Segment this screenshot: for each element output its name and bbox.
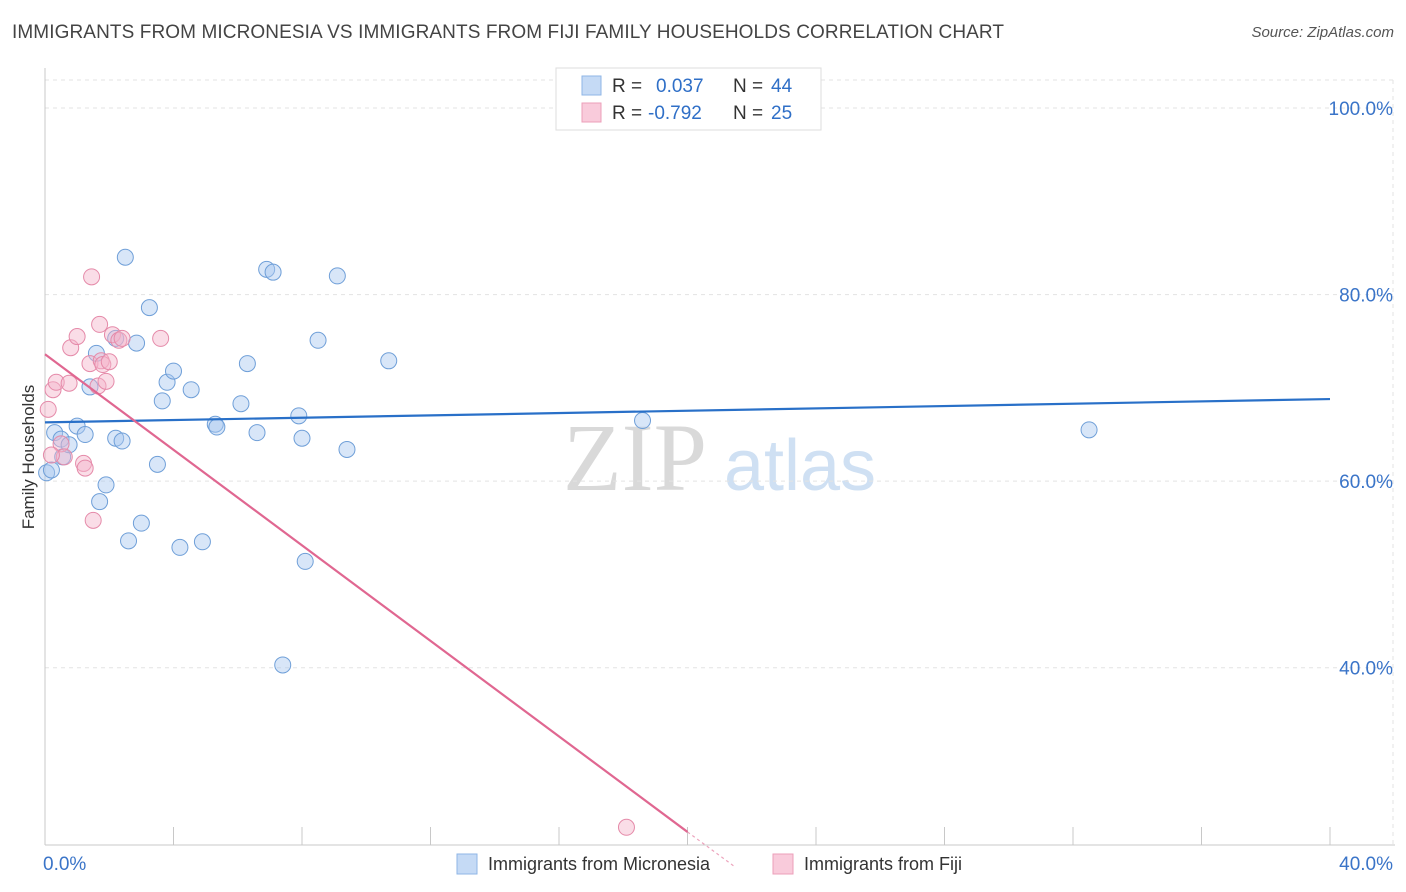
series-legend: Immigrants from Micronesia Immigrants fr… [456, 853, 962, 875]
trend-lines [44, 353, 1331, 868]
fiji-n-value: 25 [771, 103, 792, 124]
micronesia-point [153, 392, 171, 410]
legend-swatch-micronesia [456, 853, 478, 875]
micronesia-point [248, 424, 266, 442]
micronesia-point [113, 432, 131, 450]
micronesia-point [290, 407, 308, 425]
stat-r-label: R = [612, 76, 642, 97]
fiji-point [97, 372, 115, 390]
micronesia-point [97, 476, 115, 494]
fiji-point [42, 446, 60, 464]
micronesia-point [132, 514, 150, 532]
micronesia-point [116, 248, 134, 266]
fiji-point [91, 315, 109, 333]
micronesia-point [165, 362, 182, 380]
watermark-atlas: atlas [724, 426, 876, 506]
y-tick-label: 40.0% [1339, 659, 1393, 680]
micronesia-point [42, 461, 60, 479]
stat-r-label: R = [612, 103, 642, 124]
micronesia-point [274, 656, 292, 674]
y-axis-label: Family Households [19, 385, 38, 530]
stats-legend: R = 0.037 N = 44 R = -0.792 N = 25 [555, 67, 822, 131]
micronesia-point [1080, 421, 1098, 439]
axes [44, 68, 1395, 846]
micronesia-r-value: 0.037 [656, 76, 704, 97]
micronesia-point [171, 538, 189, 556]
fiji-point [100, 353, 118, 371]
x-tick-labels: 0.0% 40.0% [43, 854, 1393, 875]
micronesia-point [380, 352, 398, 370]
micronesia-point [91, 493, 109, 511]
micronesia-point [238, 355, 256, 373]
legend-label-micronesia: Immigrants from Micronesia [488, 854, 711, 874]
micronesia-point [328, 267, 346, 285]
y-tick-label: 60.0% [1339, 472, 1393, 493]
stat-n-label: N = [733, 76, 763, 97]
gridlines [45, 79, 1395, 845]
micronesia-point [264, 263, 282, 281]
micronesia-trend-line [44, 397, 1331, 424]
x-tick-label: 0.0% [43, 854, 86, 875]
fiji-point [60, 374, 78, 392]
micronesia-point [309, 331, 327, 349]
micronesia-point [182, 381, 200, 399]
fiji-point [55, 448, 73, 466]
micronesia-point [38, 464, 56, 482]
y-tick-labels: 40.0% 60.0% 80.0% 100.0% [1329, 99, 1394, 680]
micronesia-point [208, 418, 226, 436]
fiji-point [152, 329, 170, 347]
fiji-point [39, 400, 57, 418]
fiji-point [47, 373, 65, 391]
fiji-point [52, 435, 70, 453]
fiji-point [113, 329, 131, 347]
fiji-point [83, 268, 101, 286]
micronesia-swatch [581, 75, 602, 96]
y-tick-label: 100.0% [1329, 99, 1394, 120]
fiji-point [81, 355, 99, 373]
chart-title: IMMIGRANTS FROM MICRONESIA VS IMMIGRANTS… [12, 22, 1005, 43]
fiji-point [617, 818, 635, 836]
fiji-swatch [581, 102, 602, 123]
micronesia-point [634, 412, 652, 430]
x-tick-label: 40.0% [1339, 854, 1393, 875]
micronesia-point [140, 299, 158, 317]
fiji-r-value: -0.792 [648, 103, 702, 124]
fiji-trend-extension [687, 831, 737, 868]
y-tick-label: 80.0% [1339, 286, 1393, 307]
legend-label-fiji: Immigrants from Fiji [804, 854, 962, 874]
fiji-point [103, 326, 121, 344]
micronesia-point [128, 334, 146, 352]
fiji-trend-line [44, 353, 689, 833]
fiji-point [84, 511, 102, 529]
fiji-point [76, 459, 94, 477]
micronesia-point [76, 426, 94, 444]
micronesia-point [120, 532, 138, 550]
micronesia-point [193, 533, 211, 551]
data-points [38, 248, 1098, 836]
micronesia-n-value: 44 [771, 76, 793, 97]
stat-n-label: N = [733, 103, 763, 124]
fiji-point [68, 328, 86, 346]
micronesia-point [293, 429, 311, 447]
micronesia-point [296, 552, 314, 570]
legend-swatch-fiji [772, 853, 794, 875]
micronesia-point [232, 395, 250, 413]
source-note: Source: ZipAtlas.com [1251, 24, 1394, 41]
micronesia-point [148, 455, 166, 473]
micronesia-point [338, 440, 356, 458]
